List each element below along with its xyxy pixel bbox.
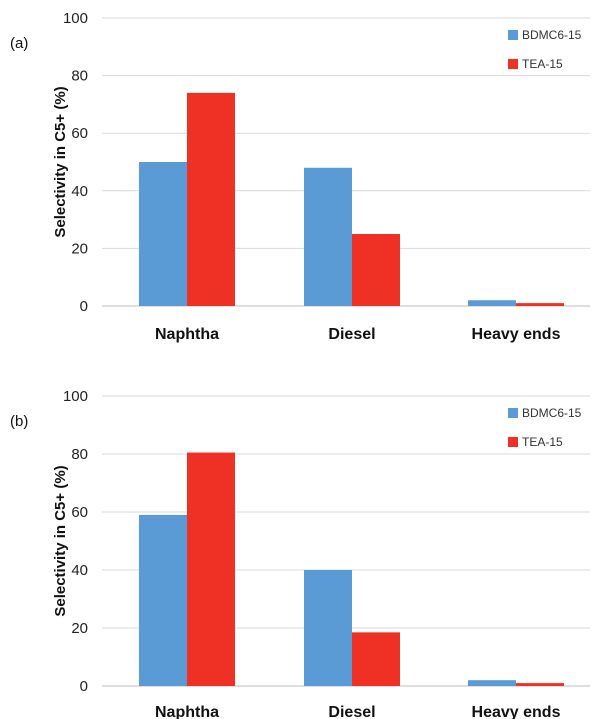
x-category-label: Naphtha: [155, 704, 219, 719]
bar-tea-15-diesel: [352, 632, 400, 686]
bar-tea-15-diesel: [352, 234, 400, 306]
y-tick-label: 60: [71, 125, 88, 142]
y-tick-label: 100: [63, 388, 88, 405]
y-tick-label: 80: [71, 446, 88, 463]
panel-label: (b): [10, 413, 28, 430]
y-tick-label: 60: [71, 504, 88, 521]
chart-panel-b: 0 20 40 60 80 100 Naphtha Diesel Heavy ends Selec…: [10, 388, 590, 719]
x-category-label: Diesel: [328, 704, 375, 719]
bar-bdmc6-15-diesel: [304, 167, 352, 306]
y-tick-label: 40: [71, 183, 88, 200]
x-category-label: Diesel: [328, 326, 375, 343]
panel-label: (a): [10, 35, 28, 52]
bar-bdmc6-15-naphtha: [139, 514, 187, 686]
y-tick-label: 100: [63, 10, 88, 27]
bar-tea-15-naphtha: [187, 92, 235, 306]
x-category-label: Heavy ends: [472, 704, 561, 719]
y-tick-label: 20: [71, 240, 88, 257]
y-tick-label: 80: [71, 68, 88, 85]
y-axis-title: Selectivity in C5+ (%): [52, 465, 69, 616]
bar-bdmc6-15-diesel: [304, 570, 352, 686]
legend-label: BDMC6-15: [522, 406, 582, 420]
x-category-label: Naphtha: [155, 326, 219, 343]
y-tick-label: 40: [71, 562, 88, 579]
legend-swatch: [508, 30, 518, 40]
bar-tea-15-heavy-ends: [516, 303, 564, 306]
legend-swatch: [508, 408, 518, 418]
bar-bdmc6-15-heavy-ends: [468, 680, 516, 686]
legend-label: TEA-15: [522, 435, 563, 449]
legend-swatch: [508, 437, 518, 447]
y-axis-title: Selectivity in C5+ (%): [52, 86, 69, 237]
bar-tea-15-naphtha: [187, 452, 235, 686]
y-tick-label: 20: [71, 620, 88, 637]
legend-label: BDMC6-15: [522, 28, 582, 42]
bar-bdmc6-15-naphtha: [139, 162, 187, 306]
y-tick-label: 0: [80, 298, 88, 315]
x-category-label: Heavy ends: [472, 326, 561, 343]
legend-swatch: [508, 59, 518, 69]
bar-bdmc6-15-heavy-ends: [468, 300, 516, 306]
bar-tea-15-heavy-ends: [516, 683, 564, 686]
chart-panel-a: 0 20 40 60 80 100 Naphtha Diesel Heavy ends Selec…: [10, 10, 590, 343]
legend-label: TEA-15: [522, 57, 563, 71]
y-tick-label: 0: [80, 678, 88, 695]
